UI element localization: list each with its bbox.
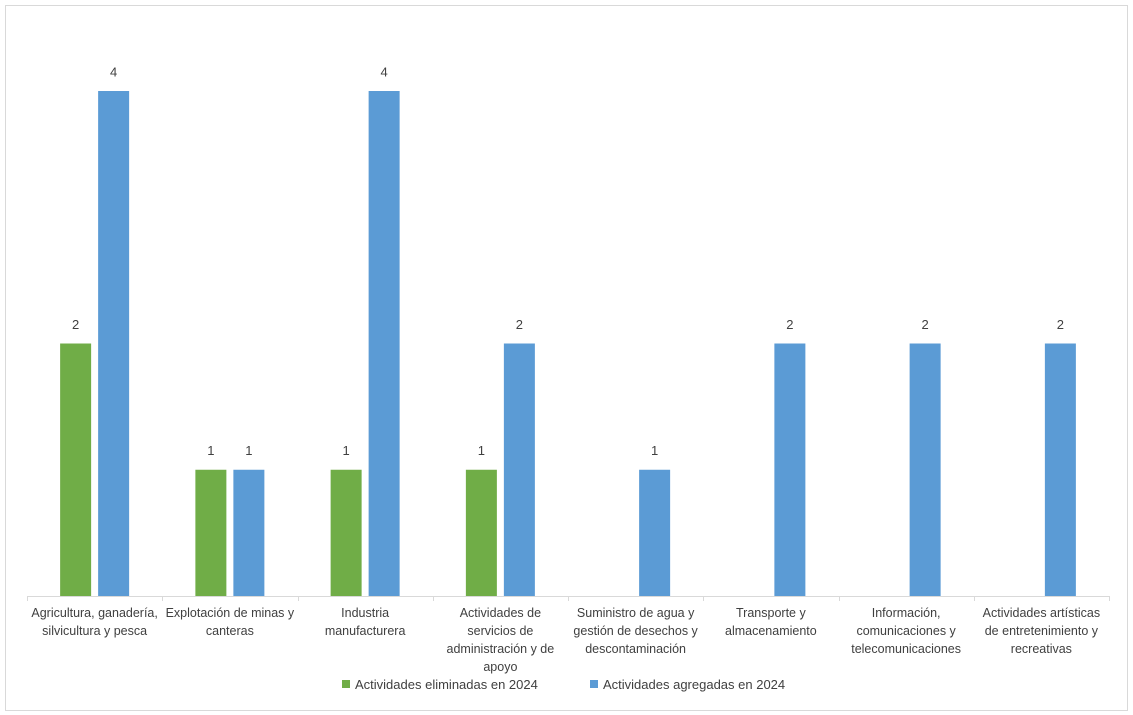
legend-swatch [590, 680, 598, 688]
legend-label: Actividades agregadas en 2024 [603, 677, 786, 692]
data-label: 4 [110, 64, 117, 79]
x-tick-label: Transporte y almacenamiento [725, 606, 817, 638]
bar [639, 469, 671, 596]
bar [60, 343, 92, 596]
bar [774, 343, 806, 596]
data-label: 1 [343, 443, 350, 458]
x-tick-label: Información, comunicaciones y telecomuni… [851, 606, 962, 656]
data-label: 2 [786, 317, 793, 332]
legend-item: Actividades agregadas en 2024 [590, 677, 785, 692]
data-label: 1 [478, 443, 485, 458]
legend-swatch [342, 680, 350, 688]
data-label: 2 [922, 317, 929, 332]
bar [330, 469, 362, 596]
data-label: 2 [1057, 317, 1064, 332]
data-label: 1 [245, 443, 252, 458]
data-label: 2 [72, 317, 79, 332]
data-label: 1 [207, 443, 214, 458]
bar [98, 91, 130, 596]
bar [233, 469, 265, 596]
data-label: 4 [381, 64, 388, 79]
bar [503, 343, 535, 596]
data-label: 2 [516, 317, 523, 332]
x-tick-label: Explotación de minas y canteras [165, 606, 295, 638]
x-tick-label: Agricultura, ganadería, silvicultura y p… [31, 606, 158, 638]
data-label: 1 [651, 443, 658, 458]
legend-label: Actividades eliminadas en 2024 [355, 677, 538, 692]
bar [368, 91, 400, 596]
x-tick-label: Industria manufacturera [324, 606, 406, 638]
bar [1044, 343, 1076, 596]
bar [465, 469, 497, 596]
x-tick-label: Actividades artísticas de entretenimient… [982, 606, 1101, 656]
x-tick-label: Suministro de agua y gestión de desechos… [573, 606, 698, 656]
legend-item: Actividades eliminadas en 2024 [342, 677, 538, 692]
x-tick-label: Actividades de servicios de administraci… [446, 606, 555, 674]
bar [909, 343, 941, 596]
bar [195, 469, 227, 596]
